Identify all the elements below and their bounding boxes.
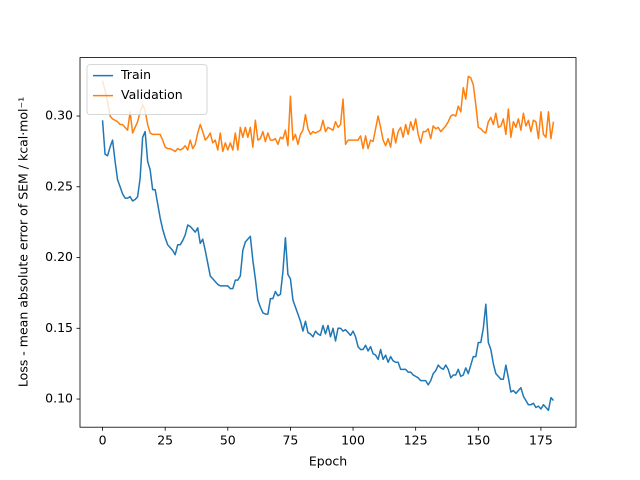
y-tick-label: 0.15	[45, 320, 73, 335]
x-tick-label: 0	[99, 433, 107, 448]
y-tick-label: 0.10	[45, 391, 73, 406]
x-tick-label: 50	[220, 433, 236, 448]
x-tick-label: 75	[282, 433, 298, 448]
x-tick-label: 100	[341, 433, 365, 448]
line	[101, 75, 555, 153]
x-tick-label: 175	[529, 433, 553, 448]
legend-box	[86, 64, 208, 115]
x-tick-label: 25	[157, 433, 173, 448]
legend: Train Validation	[86, 64, 208, 115]
x-axis-label: Epoch	[309, 454, 347, 469]
line	[101, 120, 555, 412]
y-axis-label: Loss - mean absolute error of SEM / kcal…	[16, 97, 31, 387]
plot-frame	[79, 57, 577, 428]
x-tick-label: 125	[404, 433, 428, 448]
legend-label: Train	[120, 67, 151, 82]
y-tick-label: 0.30	[45, 108, 73, 123]
legend-label: Validation	[121, 87, 183, 102]
y-tick-label: 0.20	[45, 249, 73, 264]
x-tick-label: 150	[466, 433, 490, 448]
y-tick-label: 0.25	[45, 178, 73, 193]
